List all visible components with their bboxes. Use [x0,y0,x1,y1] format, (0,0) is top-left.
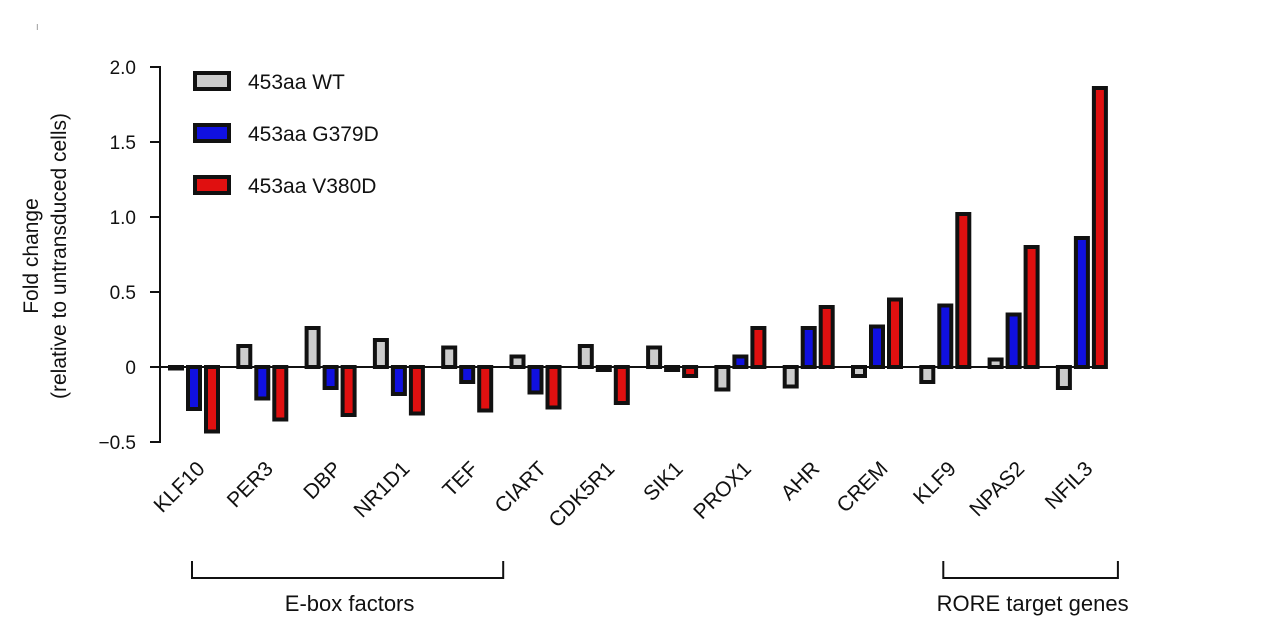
bar-nr1d1-453aa-wt [372,338,389,369]
bar-klf10-453aa-v380d [204,365,220,434]
y-axis-title-line2: (relative to untransduced cells) [48,113,71,399]
bar-ahr-453aa-g379d [800,326,817,369]
bar-nfil3-453aa-wt [1055,365,1072,390]
x-label-per3: PER3 [223,457,278,512]
bar-nfil3-453aa-g379d [1073,236,1090,369]
corner-mark: ⁝ [36,23,39,32]
x-label-sik1: SIK1 [639,457,687,505]
bar-dbp-453aa-v380d [340,365,357,417]
bar-tef-453aa-wt [441,345,458,369]
group-bracket-e-box-factors [191,561,505,579]
legend-swatch-453aa-wt [193,71,231,91]
bar-prox1-453aa-wt [714,365,731,392]
bar-crem-453aa-v380d [887,297,903,369]
bar-dbp-453aa-g379d [322,365,339,390]
x-label-npas2: NPAS2 [965,457,1029,521]
bar-cdk5r1-453aa-v380d [613,365,630,405]
bar-nr1d1-453aa-g379d [390,365,407,396]
legend-label-453aa-g379d: 453aa G379D [248,123,379,146]
group-label-rore-target-genes: RORE target genes [937,591,1129,616]
x-label-crem: CREM [833,457,893,517]
bar-nfil3-453aa-v380d [1091,86,1108,369]
bar-npas2-453aa-g379d [1005,312,1022,369]
bar-klf9-453aa-wt [919,365,936,384]
bar-ciart-453aa-g379d [527,365,544,395]
bar-dbp-453aa-wt [304,326,321,369]
y-tick-label-2-0: 2.0 [110,58,136,79]
bar-crem-453aa-g379d [869,324,885,369]
bar-ciart-453aa-v380d [545,365,562,410]
bar-sik1-453aa-wt [646,345,663,369]
bar-sik1-453aa-v380d [682,365,699,378]
bar-npas2-453aa-v380d [1023,245,1040,369]
bar-klf9-453aa-g379d [937,303,954,369]
bar-per3-453aa-v380d [272,365,289,422]
legend-label-453aa-wt: 453aa WT [248,71,345,94]
x-label-prox1: PROX1 [689,457,756,524]
bar-nr1d1-453aa-v380d [408,365,425,416]
bar-per3-453aa-wt [236,344,253,369]
x-label-ciart: CIART [490,457,551,518]
y-axis-title: Fold change (relative to untransduced ce… [20,113,71,399]
y-tick-label-1-0: 1.0 [110,208,136,229]
legend-swatch-453aa-v380d [193,175,231,195]
x-label-ahr: AHR [777,457,825,505]
bar-tef-453aa-g379d [459,365,476,384]
bar-ahr-453aa-wt [782,365,799,389]
legend-swatch-453aa-g379d [193,123,231,143]
bar-klf10-453aa-g379d [186,365,202,411]
x-label-nfil3: NFIL3 [1041,457,1098,514]
bar-cdk5r1-453aa-wt [577,344,594,369]
y-tick-label-1-5: 1.5 [110,133,136,154]
x-label-dbp: DBP [299,457,346,504]
group-bracket-rore-target-genes [942,561,1119,579]
bar-ciart-453aa-wt [509,354,526,369]
group-label-e-box-factors: E-box factors [285,591,415,616]
y-tick-label-0-5: 0.5 [110,283,136,304]
x-label-cdk5r1: CDK5R1 [544,457,619,532]
bar-klf9-453aa-v380d [955,212,972,369]
bar-per3-453aa-g379d [254,365,271,401]
x-label-klf10: KLF10 [150,457,210,517]
x-label-tef: TEF [438,457,482,501]
legend-label-453aa-v380d: 453aa V380D [248,175,376,198]
bar-ahr-453aa-v380d [818,305,835,369]
bar-tef-453aa-v380d [477,365,494,413]
y-axis-title-line1: Fold change [20,198,43,314]
bar-npas2-453aa-wt [987,357,1004,369]
y-axis: 2.0 1.5 1.0 0.5 0 −0.5 [98,58,161,454]
y-tick-label-0-5: −0.5 [98,433,136,454]
legend: 453aa WT 453aa G379D 453aa V380D [193,71,379,198]
bar-prox1-453aa-v380d [750,326,767,369]
bar-prox1-453aa-g379d [732,354,749,369]
x-label-klf9: KLF9 [909,457,961,509]
bar-crem-453aa-wt [851,365,867,378]
category-groups: E-box factors RORE target genes [191,561,1129,616]
y-tick-label-0: 0 [125,358,136,379]
x-label-nr1d1: NR1D1 [349,457,414,522]
